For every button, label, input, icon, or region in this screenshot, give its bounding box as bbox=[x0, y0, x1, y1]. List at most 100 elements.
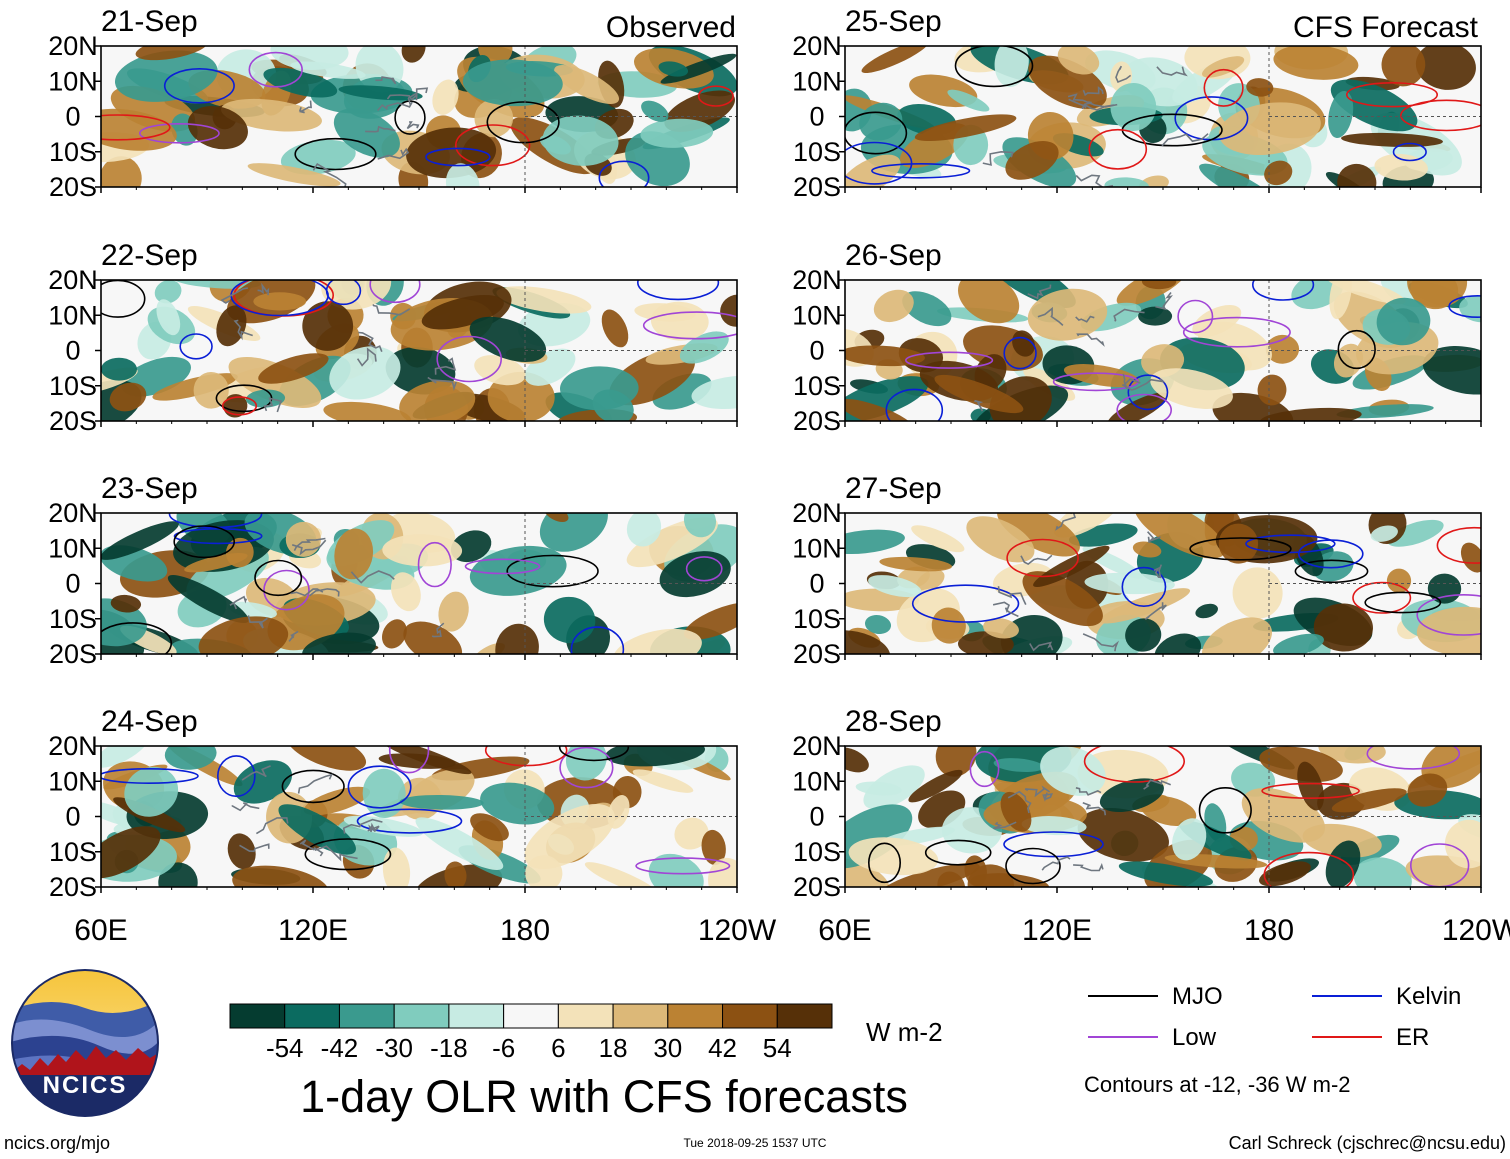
olr-field bbox=[101, 280, 737, 421]
legend-label: Kelvin bbox=[1396, 983, 1461, 1010]
contour-line bbox=[388, 746, 430, 774]
contour-line bbox=[173, 527, 263, 545]
coastline bbox=[233, 319, 253, 341]
olr-field bbox=[845, 746, 1481, 887]
contour-line bbox=[506, 554, 599, 588]
y-tick-label: 20N bbox=[792, 265, 842, 295]
contour-line bbox=[954, 46, 1034, 88]
contour-line bbox=[369, 280, 421, 304]
contour-line bbox=[1088, 128, 1148, 170]
coastline bbox=[992, 601, 1019, 618]
footer-timestamp: Tue 2018-09-25 1537 UTC bbox=[684, 1136, 827, 1150]
y-tick-label: 0 bbox=[809, 102, 824, 132]
contour-line bbox=[138, 123, 220, 144]
contour-line bbox=[635, 857, 731, 875]
contour-line bbox=[173, 525, 235, 559]
coastline bbox=[1147, 531, 1161, 543]
legend-note: Contours at -12, -36 W m-2 bbox=[1084, 1072, 1351, 1097]
coastline bbox=[255, 817, 289, 835]
panel-date: 27-Sep bbox=[845, 472, 942, 505]
colorbar-swatch bbox=[393, 1003, 450, 1029]
contour-line bbox=[1252, 280, 1315, 301]
colorbar-swatch bbox=[503, 1003, 559, 1029]
x-axis-labels: 60E 120E 180 120W 60E 120E 180 120W bbox=[74, 914, 1510, 947]
coastline bbox=[358, 331, 383, 352]
x-tick-label: 120W bbox=[1442, 914, 1510, 947]
ncics-logo-text: NCICS bbox=[43, 1072, 128, 1099]
panel-date: 26-Sep bbox=[845, 239, 942, 272]
forecast-label: CFS Forecast bbox=[1293, 11, 1479, 44]
contour-line bbox=[1448, 295, 1481, 318]
contour-line bbox=[1352, 581, 1412, 614]
y-tick-label: 0 bbox=[65, 102, 80, 132]
colorbar-swatch bbox=[667, 1003, 724, 1029]
coastline bbox=[1024, 785, 1051, 798]
y-tick-label: 10S bbox=[793, 371, 841, 401]
y-tick-label: 10N bbox=[792, 766, 842, 796]
panel-date: 28-Sep bbox=[845, 705, 942, 738]
contour-line bbox=[924, 839, 992, 866]
contour-line bbox=[486, 101, 560, 144]
contour-line bbox=[1189, 537, 1292, 561]
map-panel: 20N 10N 0 10S 20S 23-Sep bbox=[48, 472, 738, 669]
contour-line bbox=[464, 558, 541, 575]
map-panel: 20N 10N 0 10S 20S 27-Sep bbox=[792, 472, 1482, 669]
contour-line bbox=[558, 746, 630, 762]
contour-line bbox=[1182, 316, 1291, 348]
coastline bbox=[1037, 306, 1064, 326]
contour-line bbox=[347, 765, 412, 809]
y-tick-label: 10N bbox=[48, 766, 98, 796]
contour-line bbox=[1203, 68, 1244, 107]
colorbar-label: -54 bbox=[266, 1033, 304, 1063]
contour-line bbox=[325, 280, 362, 306]
coastline bbox=[312, 163, 347, 187]
contour-line bbox=[642, 311, 737, 340]
y-tick-label: 20S bbox=[49, 172, 97, 202]
contour-line bbox=[570, 626, 625, 654]
contour-line bbox=[248, 51, 303, 88]
y-tick-label: 10S bbox=[49, 837, 97, 867]
y-tick-label: 20N bbox=[48, 31, 98, 61]
contour-line bbox=[1263, 851, 1355, 887]
observed-label: Observed bbox=[606, 11, 736, 44]
y-tick-label: 0 bbox=[65, 802, 80, 832]
y-tick-label: 20S bbox=[49, 406, 97, 436]
colorbar-swatch bbox=[776, 1003, 833, 1029]
coastline bbox=[257, 282, 270, 296]
map-panel: 20N 10N 0 10S 20S 22-Sep bbox=[48, 239, 738, 436]
coastline bbox=[1020, 554, 1053, 566]
coastline bbox=[229, 595, 248, 610]
footer-url: ncics.org/mjo bbox=[4, 1133, 110, 1153]
map-panel: 20N 10N 0 10S 20S 21-Sep bbox=[48, 5, 738, 202]
x-tick-label: 120E bbox=[1022, 914, 1092, 947]
y-tick-label: 10S bbox=[49, 604, 97, 634]
y-tick-label: 10S bbox=[49, 137, 97, 167]
contour-line bbox=[885, 388, 944, 421]
contour-line bbox=[163, 68, 235, 104]
contour-line bbox=[1003, 831, 1104, 858]
coastline bbox=[1075, 315, 1095, 323]
coastline bbox=[293, 537, 326, 551]
colorbar-label: 54 bbox=[763, 1033, 792, 1063]
contour-line bbox=[1116, 393, 1172, 421]
y-tick-label: 20S bbox=[793, 406, 841, 436]
contour-line bbox=[845, 141, 913, 185]
y-tick-label: 10N bbox=[48, 300, 98, 330]
contour-line bbox=[1245, 534, 1336, 554]
contour-line bbox=[356, 808, 463, 834]
coastline bbox=[367, 822, 380, 833]
contour-line bbox=[911, 584, 1020, 623]
coastline bbox=[1155, 292, 1173, 311]
y-tick-label: 10S bbox=[793, 604, 841, 634]
y-tick-label: 10N bbox=[48, 66, 98, 96]
coastline bbox=[298, 100, 312, 114]
contour-line bbox=[559, 746, 614, 789]
y-tick-label: 10S bbox=[793, 837, 841, 867]
x-tick-label: 180 bbox=[500, 914, 550, 947]
coastline bbox=[1073, 863, 1104, 872]
contour-line bbox=[1177, 299, 1214, 334]
y-tick-label: 20N bbox=[792, 498, 842, 528]
y-tick-label: 10S bbox=[793, 137, 841, 167]
coastline bbox=[1075, 174, 1114, 187]
